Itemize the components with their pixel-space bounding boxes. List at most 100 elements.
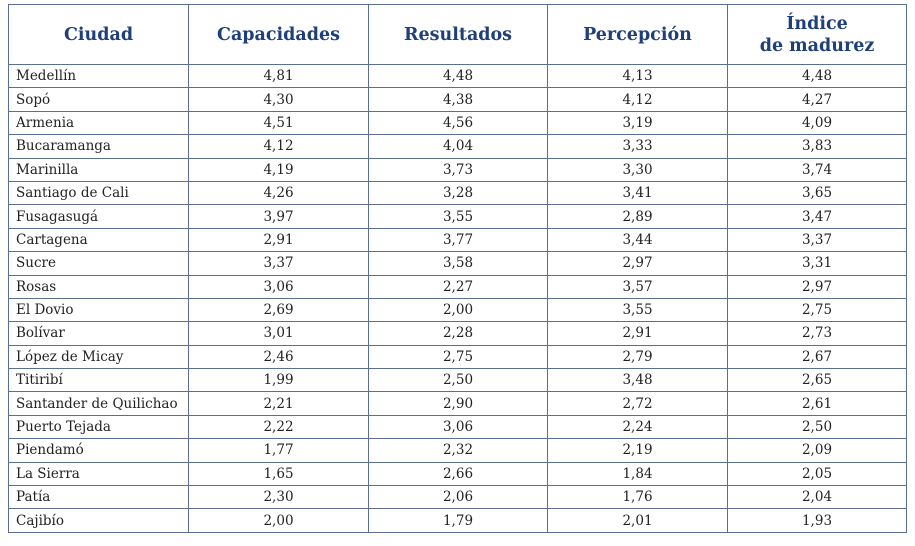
cell-city: Cajibío [8, 508, 189, 533]
table-row: Santiago de Cali 4,26 3,28 3,41 3,65 [8, 180, 907, 206]
table-row: Bucaramanga 4,12 4,04 3,33 3,83 [8, 134, 907, 159]
cell-city: Bolívar [8, 321, 189, 346]
cell-resultados: 2,90 [368, 391, 548, 416]
cell-city: Patía [8, 485, 189, 510]
cell-capacidades: 4,12 [188, 134, 369, 159]
cell-resultados: 2,32 [368, 438, 548, 463]
cell-capacidades: 2,69 [188, 297, 369, 323]
cell-capacidades: 2,30 [188, 485, 369, 510]
cell-resultados: 2,00 [368, 297, 548, 323]
cell-indice: 2,67 [727, 344, 907, 370]
header-indice-line1: Índice [786, 13, 848, 34]
cell-indice: 4,27 [727, 87, 907, 112]
cell-city: Puerto Tejada [8, 414, 189, 440]
table-row: Bolívar 3,01 2,28 2,91 2,73 [8, 321, 907, 346]
cell-city: Rosas [8, 274, 189, 299]
cell-resultados: 2,75 [368, 344, 548, 370]
cell-city: Fusagasugá [8, 204, 189, 229]
cell-capacidades: 4,81 [188, 63, 369, 89]
cell-percepcion: 2,97 [547, 251, 728, 276]
cell-capacidades: 4,30 [188, 87, 369, 112]
header-row: Ciudad Capacidades Resultados Percepción… [8, 4, 907, 65]
cell-city: Titiribí [8, 368, 189, 393]
cell-city: Armenia [8, 110, 189, 136]
cell-indice: 2,73 [727, 321, 907, 346]
cell-indice: 4,09 [727, 110, 907, 136]
cell-percepcion: 1,84 [547, 461, 728, 487]
cell-percepcion: 4,13 [547, 63, 728, 89]
header-indice-line2: de madurez [759, 35, 875, 56]
cell-indice: 2,50 [727, 414, 907, 440]
cell-capacidades: 4,51 [188, 110, 369, 136]
cell-percepcion: 2,89 [547, 204, 728, 229]
cell-percepcion: 2,24 [547, 414, 728, 440]
cell-capacidades: 1,99 [188, 368, 369, 393]
cell-resultados: 3,77 [368, 227, 548, 253]
cell-indice: 1,93 [727, 508, 907, 533]
cell-resultados: 3,58 [368, 251, 548, 276]
cell-city: Sucre [8, 251, 189, 276]
cell-resultados: 4,38 [368, 87, 548, 112]
table-row: Rosas 3,06 2,27 3,57 2,97 [8, 274, 907, 299]
cell-capacidades: 2,22 [188, 414, 369, 440]
cell-resultados: 3,73 [368, 157, 548, 182]
table-row: El Dovio 2,69 2,00 3,55 2,75 [8, 297, 907, 323]
cell-capacidades: 3,37 [188, 251, 369, 276]
header-percepcion: Percepción [547, 4, 728, 65]
cell-city: Cartagena [8, 227, 189, 253]
cell-resultados: 4,56 [368, 110, 548, 136]
cell-city: El Dovio [8, 297, 189, 323]
table-row: Fusagasugá 3,97 3,55 2,89 3,47 [8, 204, 907, 229]
cell-indice: 3,65 [727, 180, 907, 206]
cell-resultados: 4,04 [368, 134, 548, 159]
cell-indice: 4,48 [727, 63, 907, 89]
cell-percepcion: 3,57 [547, 274, 728, 299]
cell-indice: 2,09 [727, 438, 907, 463]
cell-city: Marinilla [8, 157, 189, 182]
table-row: López de Micay 2,46 2,75 2,79 2,67 [8, 344, 907, 370]
cell-indice: 2,05 [727, 461, 907, 487]
cell-city: Piendamó [8, 438, 189, 463]
cell-percepcion: 3,44 [547, 227, 728, 253]
cell-percepcion: 4,12 [547, 87, 728, 112]
cell-resultados: 2,27 [368, 274, 548, 299]
cell-indice: 3,47 [727, 204, 907, 229]
cell-percepcion: 2,79 [547, 344, 728, 370]
cell-percepcion: 2,01 [547, 508, 728, 533]
cell-city: Santander de Quilichao [8, 391, 189, 416]
cell-city: La Sierra [8, 461, 189, 487]
table-row: Puerto Tejada 2,22 3,06 2,24 2,50 [8, 414, 907, 440]
table-row: Patía 2,30 2,06 1,76 2,04 [8, 485, 907, 510]
cell-city: Sopó [8, 87, 189, 112]
cell-percepcion: 2,91 [547, 321, 728, 346]
cell-indice: 3,83 [727, 134, 907, 159]
table-row: Titiribí 1,99 2,50 3,48 2,65 [8, 368, 907, 393]
cell-resultados: 4,48 [368, 63, 548, 89]
cell-percepcion: 3,48 [547, 368, 728, 393]
cell-indice: 2,97 [727, 274, 907, 299]
cell-capacidades: 4,19 [188, 157, 369, 182]
cell-resultados: 3,06 [368, 414, 548, 440]
cell-indice: 3,74 [727, 157, 907, 182]
cell-city: Santiago de Cali [8, 180, 189, 206]
cell-capacidades: 2,21 [188, 391, 369, 416]
cell-city: Bucaramanga [8, 134, 189, 159]
cell-indice: 3,31 [727, 251, 907, 276]
header-indice-madurez: Índice de madurez [727, 4, 907, 65]
table-row: La Sierra 1,65 2,66 1,84 2,05 [8, 461, 907, 487]
cell-indice: 3,37 [727, 227, 907, 253]
table-row: Santander de Quilichao 2,21 2,90 2,72 2,61 [8, 391, 907, 416]
cell-capacidades: 3,01 [188, 321, 369, 346]
cell-percepcion: 3,19 [547, 110, 728, 136]
cell-percepcion: 2,72 [547, 391, 728, 416]
cell-resultados: 3,28 [368, 180, 548, 206]
header-capacidades: Capacidades [188, 4, 369, 65]
cell-indice: 2,75 [727, 297, 907, 323]
cell-percepcion: 3,30 [547, 157, 728, 182]
cell-capacidades: 3,97 [188, 204, 369, 229]
cell-resultados: 1,79 [368, 508, 548, 533]
cell-indice: 2,04 [727, 485, 907, 510]
cell-indice: 2,65 [727, 368, 907, 393]
cell-capacidades: 1,65 [188, 461, 369, 487]
cell-resultados: 2,06 [368, 485, 548, 510]
